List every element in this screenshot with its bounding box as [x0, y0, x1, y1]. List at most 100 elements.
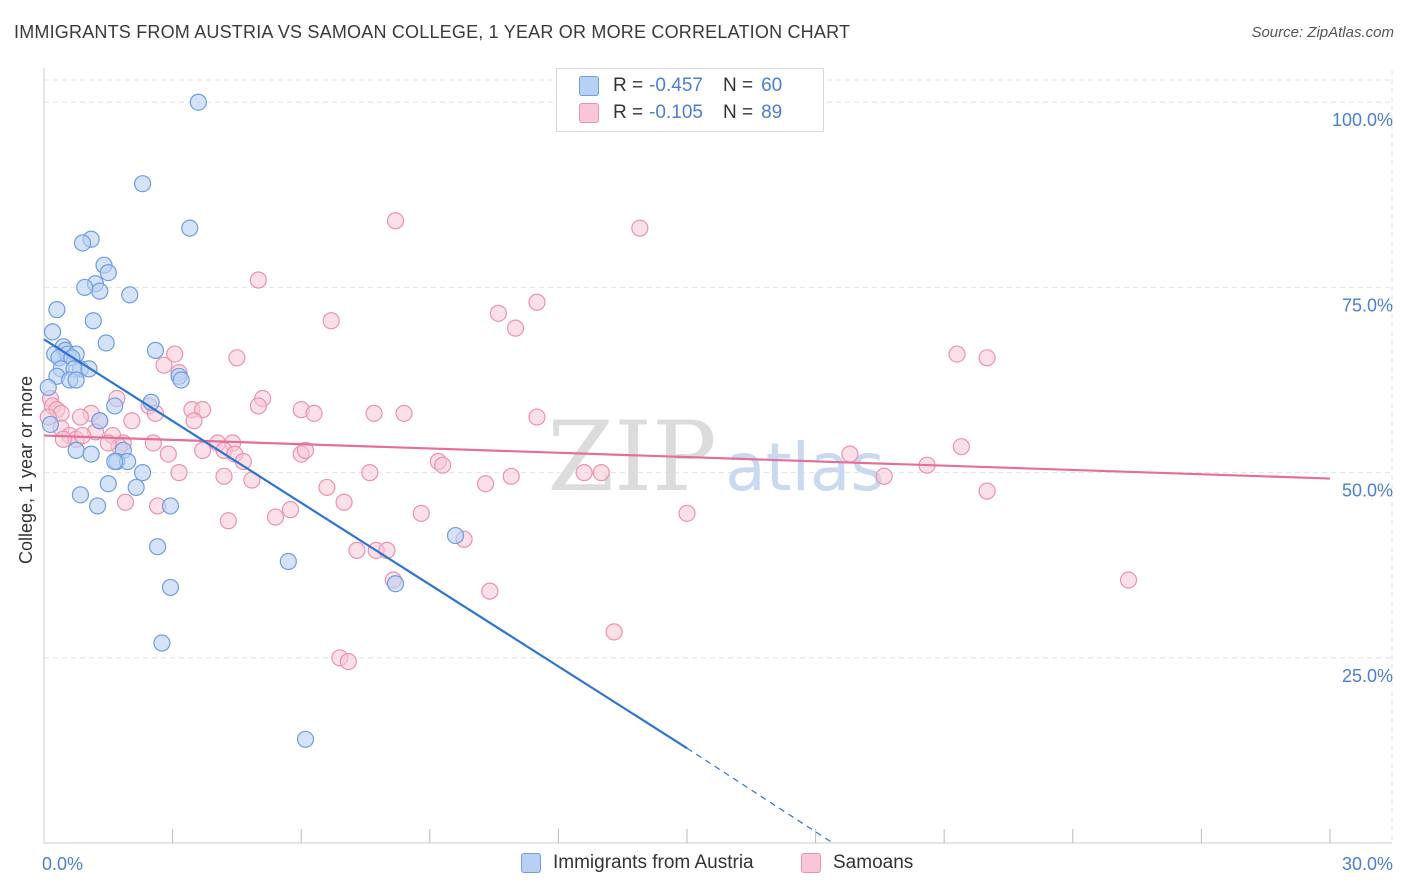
samoans-point — [219, 512, 237, 530]
samoans-point — [335, 493, 353, 511]
samoans-point — [281, 501, 300, 519]
samoans-point — [1119, 571, 1138, 589]
y-tick-label: 25.0% — [1342, 666, 1393, 686]
samoans-point — [395, 404, 413, 422]
austria-point — [172, 371, 190, 389]
r-value: -0.457 — [649, 75, 703, 96]
samoans-point — [605, 623, 623, 641]
austria-points — [39, 93, 465, 748]
source-label: Source: ZipAtlas.com — [1251, 24, 1394, 41]
austria-point — [133, 464, 152, 482]
austria-point — [161, 578, 180, 597]
chart-title: IMMIGRANTS FROM AUSTRIA VS SAMOAN COLLEG… — [14, 22, 851, 42]
n-label: N = — [722, 75, 754, 96]
austria-point — [99, 475, 117, 493]
legend-row-austria: R = -0.457 N = 60 — [579, 73, 782, 99]
samoans-point — [228, 349, 246, 367]
correlation-legend: R = -0.457 N = 60 R = -0.105 N = 89 — [556, 68, 824, 132]
y-tick-label: 100.0% — [1332, 110, 1393, 130]
samoans-point — [305, 404, 323, 422]
trend-lines — [43, 338, 1331, 844]
austria-point — [97, 334, 115, 352]
gridlines — [44, 70, 1393, 843]
samoans-point — [592, 464, 610, 482]
legend-item-austria[interactable]: Immigrants from Austria — [521, 852, 754, 874]
austria-point — [91, 282, 109, 300]
austria-point — [153, 634, 171, 652]
samoans-point — [170, 464, 188, 482]
samoans-point — [348, 541, 366, 559]
samoans-point — [489, 304, 507, 322]
r-label: R = — [613, 75, 644, 96]
r-value: -0.105 — [649, 102, 703, 123]
austria-point — [296, 730, 315, 748]
samoans-swatch — [579, 103, 599, 123]
legend-item-samoans[interactable]: Samoans — [801, 852, 913, 874]
legend-label: Samoans — [833, 852, 914, 873]
samoans-point — [54, 430, 72, 448]
y-axis-label: College, 1 year or more — [16, 376, 36, 564]
samoans-point — [322, 312, 340, 330]
austria-point — [43, 323, 62, 341]
austria-point — [76, 278, 94, 297]
austria-point — [279, 552, 297, 571]
samoans-point — [318, 478, 336, 497]
austria-point — [91, 412, 109, 430]
samoans-point — [99, 434, 117, 452]
n-label: N = — [722, 102, 754, 123]
samoans-point — [266, 508, 285, 526]
austria-point — [146, 341, 165, 359]
austria-swatch — [579, 76, 599, 96]
samoans-point — [71, 408, 90, 426]
samoans-point — [166, 345, 184, 363]
samoans-point — [528, 408, 546, 426]
samoans-point — [365, 404, 383, 422]
samoans-point — [412, 504, 430, 522]
austria-point — [41, 415, 60, 434]
austria-trend-extension — [686, 747, 834, 844]
samoans-point — [123, 412, 141, 430]
samoans-point — [386, 212, 405, 230]
samoans-point — [194, 441, 212, 459]
samoans-points — [39, 212, 1138, 671]
samoans-point — [249, 397, 267, 415]
samoans-point — [528, 293, 546, 311]
austria-point — [39, 378, 57, 397]
n-value: 60 — [761, 75, 783, 96]
legend-label: Immigrants from Austria — [553, 852, 754, 873]
samoans-trend-line — [43, 434, 1331, 480]
austria-point — [181, 219, 199, 237]
austria-point — [48, 301, 66, 319]
samoans-point — [506, 319, 525, 337]
samoans-point — [116, 493, 135, 511]
samoans-point — [215, 467, 233, 485]
austria-point — [189, 93, 207, 111]
samoans-point — [481, 582, 499, 600]
samoans-point — [575, 464, 593, 482]
austria-point — [148, 538, 167, 556]
axes — [43, 68, 1392, 844]
samoans-point — [361, 464, 379, 482]
austria-point — [127, 478, 145, 497]
austria-point — [88, 497, 107, 515]
samoans-swatch — [801, 853, 821, 873]
samoans-point — [952, 438, 970, 456]
samoans-point — [631, 219, 649, 237]
samoans-point — [378, 541, 396, 559]
legend-row-samoans: R = -0.105 N = 89 — [579, 100, 782, 126]
samoans-point — [476, 475, 495, 493]
austria-point — [99, 264, 117, 282]
r-label: R = — [613, 102, 644, 123]
samoans-point — [948, 345, 966, 363]
austria-point — [106, 452, 124, 471]
samoans-point — [155, 356, 173, 374]
samoans-point — [875, 467, 893, 485]
samoans-point — [144, 434, 162, 452]
tick-labels: 25.0% 50.0% 75.0% 100.0% 0.0% 30.0% — [42, 110, 1393, 874]
samoans-point — [678, 504, 696, 522]
samoans-point — [339, 652, 357, 671]
y-tick-label: 75.0% — [1342, 295, 1393, 315]
series-legend: Immigrants from Austria Samoans — [0, 852, 1406, 878]
n-value: 89 — [761, 102, 783, 123]
